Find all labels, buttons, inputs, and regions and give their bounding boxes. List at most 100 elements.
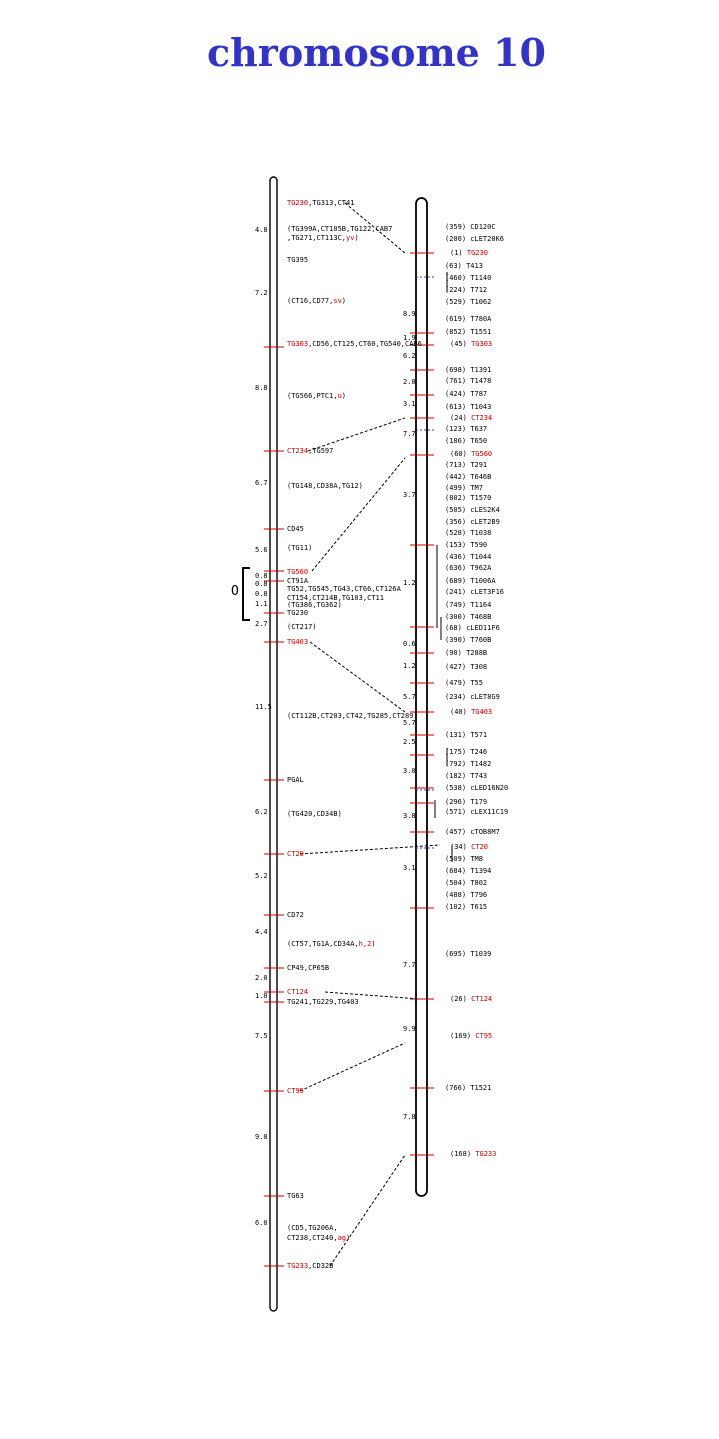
left-locus-label: PGAL xyxy=(287,776,304,784)
distance-label: 2.7 xyxy=(255,620,268,628)
connector-line xyxy=(309,641,406,713)
left-locus-label: CT20 xyxy=(287,850,304,858)
right-locus-label: (538) cLED16N20 xyxy=(445,784,508,792)
right-locus-label: (234) cLET8G9 xyxy=(445,693,500,701)
distance-label: 8.8 xyxy=(255,384,268,392)
left-locus-label: CP49,CP65B xyxy=(287,964,329,972)
right-locus-label: (613) T1043 xyxy=(445,403,491,411)
right-locus-label: (68) cLED11F6 xyxy=(445,624,500,632)
distance-label: 5.7 xyxy=(403,693,416,701)
left-locus-label: TG241,TG229,TG403 xyxy=(287,998,359,1006)
distance-label: 2.5 xyxy=(403,738,416,746)
right-locus-label: (26) CT124 xyxy=(450,995,492,1003)
left-locus-label: CT91A xyxy=(287,577,309,585)
right-locus-label: (509) TM8 xyxy=(445,855,483,863)
right-locus-label: (619) T780A xyxy=(445,315,492,323)
centromere-marker: O xyxy=(231,567,250,621)
connector-line xyxy=(329,1154,406,1267)
left-chromosome-bar xyxy=(269,176,278,1312)
distance-label: 9.0 xyxy=(255,1133,268,1141)
left-locus-label: (TG386,TG362) xyxy=(287,601,342,609)
right-locus-label: (241) cLET3F16 xyxy=(445,588,504,596)
right-distances: 8.9 1.9 6.2 2.0 3.1 7.7 3.7 1.2 0.6 1.2 5.7 5.7 2.5 3… xyxy=(403,310,416,1121)
distance-label: 1.1 xyxy=(255,600,268,608)
right-locus-label: (713) T291 xyxy=(445,461,487,469)
right-locus-label: (427) T308 xyxy=(445,663,487,671)
distance-label: 11.5 xyxy=(255,703,272,711)
right-locus-label: (802) T1570 xyxy=(445,494,491,502)
distance-label: 6.7 xyxy=(255,479,268,487)
right-locus-label: (505) cLES2K4 xyxy=(445,506,500,514)
distance-label: 4.4 xyxy=(255,928,268,936)
left-locus-label: (TG399A,CT105B,TG122,CAB7 xyxy=(287,225,392,233)
distance-label: 6.2 xyxy=(403,352,416,360)
right-locus-label: (224) T712 xyxy=(445,286,487,294)
right-locus-label: (766) T1521 xyxy=(445,1084,491,1092)
centromere-symbol: O xyxy=(231,584,239,599)
distance-label: 5.7 xyxy=(403,719,416,727)
right-loci: (359) CD120C (200) cLET20K6 (1) TG230 (63) … xyxy=(445,223,508,1158)
right-locus-label: (424) T787 xyxy=(445,390,487,398)
left-locus-label: CD72 xyxy=(287,911,304,919)
right-locus-label: (442) T646B xyxy=(445,473,491,481)
left-locus-label: CT238,CT240,ag) xyxy=(287,1234,350,1242)
right-locus-label: (60) TG560 xyxy=(450,450,492,458)
distance-label: 7.7 xyxy=(403,961,416,969)
left-locus-label: (CT57,TG1A,CD34A,h,2) xyxy=(287,940,376,948)
distance-label: 5.6 xyxy=(255,546,268,554)
right-locus-label: (300) T468B xyxy=(445,613,491,621)
right-locus-label: (792) T1482 xyxy=(445,760,491,768)
distance-label: 3.7 xyxy=(403,491,416,499)
right-locus-label: (390) T760B xyxy=(445,636,491,644)
left-locus-label: TG403 xyxy=(287,638,308,646)
distance-label: 3.1 xyxy=(403,400,416,408)
page-title: chromosome 10 xyxy=(207,30,546,75)
right-locus-label: (175) T246 xyxy=(445,748,487,756)
distance-label: 2.0 xyxy=(403,378,416,386)
left-locus-label: (TG11) xyxy=(287,544,312,552)
right-locus-label: (34) CT20 xyxy=(450,843,488,851)
connector-line xyxy=(307,417,406,452)
right-locus-label: (131) T571 xyxy=(445,731,487,739)
left-locus-label: (TG420,CD34B) xyxy=(287,810,342,818)
left-locus-label: (TG148,CD38A,TG12) xyxy=(287,482,363,490)
right-locus-label: (436) T1044 xyxy=(445,553,491,561)
right-locus-label: (186) T650 xyxy=(445,437,487,445)
right-locus-label: (153) T590 xyxy=(445,541,487,549)
right-locus-label: (102) T615 xyxy=(445,903,487,911)
distance-label: 0.8 xyxy=(255,580,268,588)
distance-label: 0.6 xyxy=(403,640,416,648)
left-loci: TG230,TG313,CT41 (TG399A,CT105B,TG122,CAB… xyxy=(287,199,422,1270)
connector-line xyxy=(311,457,406,572)
left-locus-label: TG560 xyxy=(287,568,308,576)
right-locus-label: (200) cLET20K6 xyxy=(445,235,504,243)
right-locus-label: (40) TG403 xyxy=(450,708,492,716)
left-locus-label: TG303,CD56,CT125,CT60,TG540,CAB6 xyxy=(287,340,422,348)
right-locus-label: (356) cLET2B9 xyxy=(445,518,500,526)
left-locus-label: TG230 xyxy=(287,609,308,617)
right-locus-label: (479) T55 xyxy=(445,679,483,687)
chromosome-bars xyxy=(269,176,428,1312)
distance-label: 8.9 xyxy=(403,310,416,318)
distance-label: 3.8 xyxy=(403,812,416,820)
right-locus-label: (182) T743 xyxy=(445,772,487,780)
distance-label: 7.8 xyxy=(403,1113,416,1121)
left-locus-label: (CT217) xyxy=(287,623,317,631)
right-locus-label: (90) T288B xyxy=(445,649,487,657)
right-locus-label: (63) T413 xyxy=(445,262,483,270)
distance-label: 9.9 xyxy=(403,1025,416,1033)
right-locus-label: (761) T1478 xyxy=(445,377,491,385)
right-locus-label: (499) TM7 xyxy=(445,484,483,492)
distance-label: 3.1 xyxy=(403,864,416,872)
distance-label: 7.7 xyxy=(403,430,416,438)
left-locus-label: TG230,TG313,CT41 xyxy=(287,199,354,207)
left-locus-label: TG395 xyxy=(287,256,308,264)
right-locus-label: (528) T1038 xyxy=(445,529,491,537)
right-locus-label: (296) T179 xyxy=(445,798,487,806)
connector-line xyxy=(299,1042,406,1092)
distance-label: 1.0 xyxy=(255,992,268,1000)
connector-line xyxy=(324,991,421,1000)
distance-label: 5.2 xyxy=(255,872,268,880)
left-locus-label: CT95 xyxy=(287,1087,304,1095)
